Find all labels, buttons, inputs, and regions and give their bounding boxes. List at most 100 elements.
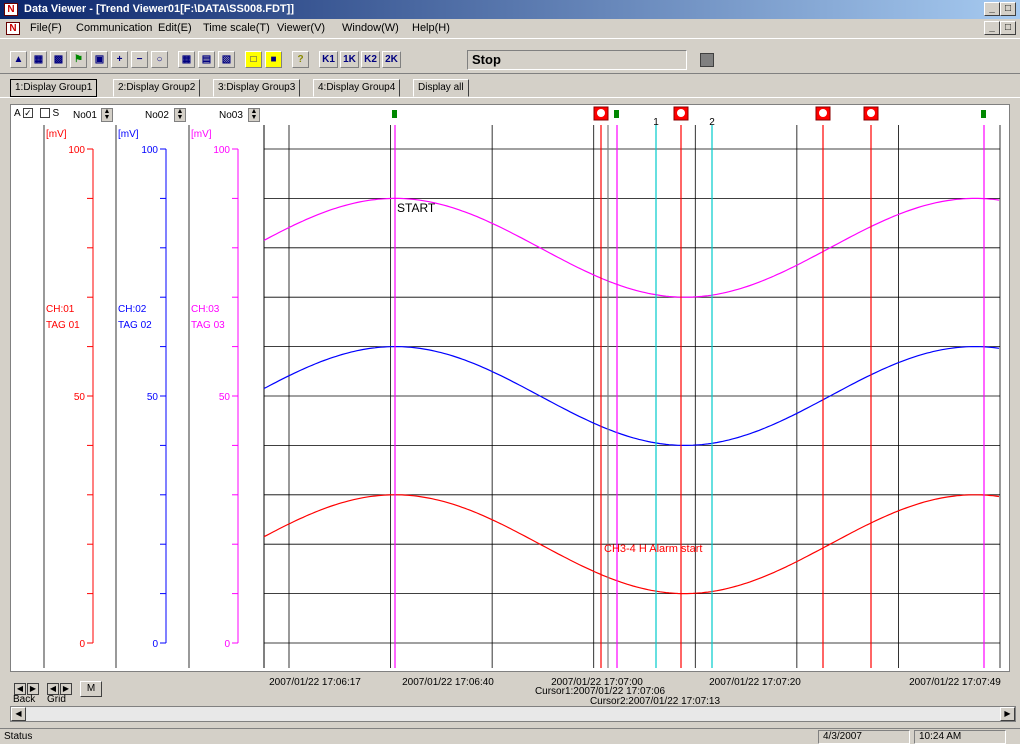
s-checkbox[interactable] [39, 108, 50, 119]
scale-no03-spinner[interactable]: ▲ ▼ [248, 108, 260, 122]
doc-restore-icon[interactable]: □ [1000, 21, 1016, 35]
help-icon[interactable]: ? [292, 51, 309, 68]
alarm-icon-dot [597, 109, 605, 117]
flag-icon[interactable]: ▣ [91, 51, 108, 68]
window-title: Data Viewer - [Trend Viewer01[F:\DATA\SS… [24, 3, 294, 15]
scale-tick-0: 0 [152, 639, 158, 650]
scale-controls: A ✓ S [14, 108, 59, 124]
time-label: 2007/01/22 17:07:00 [551, 677, 643, 688]
scale-tick-100: 100 [68, 145, 85, 156]
series-line-3 [263, 197, 1000, 298]
menu-communication[interactable]: Communication [76, 22, 153, 34]
list-icon[interactable]: ▤ [198, 51, 215, 68]
status-text: Status [4, 731, 33, 742]
status-display: Stop [467, 50, 687, 70]
table-icon[interactable]: ▧ [218, 51, 235, 68]
scale-tick-0: 0 [79, 639, 85, 650]
zoom-out-icon[interactable]: − [131, 51, 148, 68]
tag-label: TAG 02 [118, 320, 152, 331]
scale-no01-spinner[interactable]: ▲ ▼ [101, 108, 113, 122]
menu-help[interactable]: Help(H) [412, 22, 450, 34]
digital-icon[interactable]: □ [245, 51, 262, 68]
title-bar: N Data Viewer - [Trend Viewer01[F:\DATA\… [0, 0, 1020, 19]
tab-display-group2[interactable]: 2:Display Group2 [113, 79, 201, 97]
back-label: Back [13, 694, 36, 705]
tab-bar: 1:Display Group1 2:Display Group2 3:Disp… [0, 76, 1020, 98]
open-icon[interactable]: ▲ [10, 51, 27, 68]
scale-tick-100: 100 [141, 145, 158, 156]
mark-icon[interactable]: ⚑ [70, 51, 87, 68]
tab-display-group4[interactable]: 4:Display Group4 [313, 79, 401, 97]
menu-edit[interactable]: Edit(E) [158, 22, 192, 34]
cursor2-forward-icon[interactable]: 2K [382, 51, 401, 68]
tag-label: TAG 01 [46, 320, 80, 331]
cursor2-readout: Cursor2:2007/01/22 17:07:13 [590, 696, 721, 707]
alarm-icon-dot [867, 109, 875, 117]
toolbar: ▲ ▦ ▩ ⚑ ▣ + − ○ ▦ ▤ ▧ □ ■ ? K1 1K K2 2K … [0, 38, 1020, 74]
tab-display-group1[interactable]: 1:Display Group1 [10, 79, 98, 97]
cursor2-back-icon[interactable]: K2 [361, 51, 380, 68]
series-line-2 [263, 346, 1000, 446]
a-checkbox[interactable]: ✓ [22, 108, 33, 119]
menu-file[interactable]: File(F) [30, 22, 62, 34]
time-label: 2007/01/22 17:06:40 [402, 677, 494, 688]
tag-label: TAG 03 [191, 320, 225, 331]
status-date: 4/3/2007 [818, 730, 910, 744]
grid-right-icon[interactable]: ▶ [60, 683, 72, 695]
doc-icon: N [6, 22, 20, 35]
a-label: A [14, 108, 21, 119]
scale-unit-label: [mV] [191, 129, 212, 140]
restore-icon[interactable]: □ [1000, 2, 1016, 16]
scale-tick-100: 100 [213, 145, 230, 156]
zoom-in-icon[interactable]: + [111, 51, 128, 68]
menu-viewer[interactable]: Viewer(V) [277, 22, 326, 34]
grid-left-icon[interactable]: ◀ [47, 683, 59, 695]
channel-label: CH:03 [191, 304, 220, 315]
start-annotation: START [397, 201, 436, 215]
cursor1-forward-icon[interactable]: 1K [340, 51, 359, 68]
status-bar: Status 4/3/2007 10:24 AM [0, 728, 1020, 744]
series-line-1 [263, 494, 1000, 595]
back-right-icon[interactable]: ▶ [27, 683, 39, 695]
tab-display-all[interactable]: Display all [413, 79, 469, 97]
cursor-number-label: 2 [709, 117, 715, 128]
s-label: S [52, 108, 60, 119]
grid-icon[interactable]: ▦ [178, 51, 195, 68]
status-indicator [700, 53, 714, 67]
time-label: 2007/01/22 17:06:17 [269, 677, 361, 688]
print-icon[interactable]: ▩ [50, 51, 67, 68]
flag-icon [981, 110, 986, 118]
numeric-icon[interactable]: ■ [265, 51, 282, 68]
status-time: 10:24 AM [914, 730, 1006, 744]
menu-timescale[interactable]: Time scale(T) [203, 22, 270, 34]
time-label: 2007/01/22 17:07:20 [709, 677, 801, 688]
print-preview-icon[interactable]: ▦ [30, 51, 47, 68]
doc-minimize-icon[interactable]: _ [984, 21, 1000, 35]
channel-label: CH:01 [46, 304, 75, 315]
menu-window[interactable]: Window(W) [342, 22, 399, 34]
menu-bar: N File(F) Communication Edit(E) Time sca… [0, 19, 1020, 38]
zoom-reset-icon[interactable]: ○ [151, 51, 168, 68]
scroll-right-icon[interactable]: ▶ [1000, 707, 1015, 721]
scale-unit-label: [mV] [118, 129, 139, 140]
cursor-number-label: 1 [653, 117, 659, 128]
horizontal-scrollbar[interactable]: ◀ ▶ [10, 706, 1016, 722]
back-left-icon[interactable]: ◀ [14, 683, 26, 695]
scale-no02-label: No02 [145, 110, 169, 121]
scale-unit-label: [mV] [46, 129, 67, 140]
scale-no03-label: No03 [219, 110, 243, 121]
alarm-icon-dot [677, 109, 685, 117]
minimize-icon[interactable]: _ [984, 2, 1000, 16]
grid-label: Grid [47, 694, 66, 705]
scale-no02-spinner[interactable]: ▲ ▼ [174, 108, 186, 122]
cursor1-back-icon[interactable]: K1 [319, 51, 338, 68]
flag-icon [614, 110, 619, 118]
app-icon: N [4, 3, 18, 16]
tab-display-group3[interactable]: 3:Display Group3 [213, 79, 301, 97]
time-label: 2007/01/22 17:07:49 [909, 677, 1001, 688]
scale-tick-0: 0 [224, 639, 230, 650]
m-button[interactable]: M [80, 681, 102, 697]
channel-label: CH:02 [118, 304, 147, 315]
cursor1-readout: Cursor1:2007/01/22 17:07:06 [535, 686, 666, 697]
scroll-left-icon[interactable]: ◀ [11, 707, 26, 721]
